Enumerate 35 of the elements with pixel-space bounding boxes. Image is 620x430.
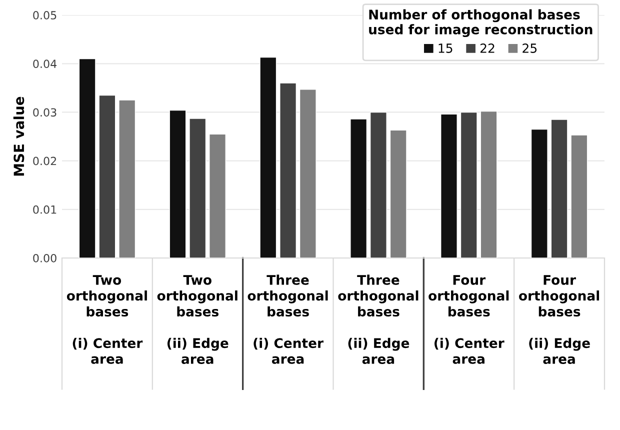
y-tick-label: 0.01 xyxy=(33,205,56,214)
y-tick-label: 0.00 xyxy=(33,254,56,262)
bar xyxy=(118,100,136,258)
bar xyxy=(370,112,387,258)
bar xyxy=(460,112,478,258)
bar xyxy=(299,89,316,258)
bar xyxy=(78,58,96,258)
bar xyxy=(440,114,458,258)
category-label: Two orthogonal bases (ii) Edge area xyxy=(157,275,238,364)
legend-title: Number of orthogonal bases used for image reconstruction xyxy=(369,9,592,38)
category-label: Two orthogonal bases (i) Center area xyxy=(66,275,147,364)
legend-label: 22 xyxy=(480,44,494,53)
y-tick-label: 0.05 xyxy=(33,11,56,20)
legend-label: 25 xyxy=(522,44,537,53)
bar xyxy=(350,118,368,258)
bar xyxy=(189,118,206,258)
bar xyxy=(260,56,277,258)
bar xyxy=(98,94,116,258)
bar xyxy=(550,119,568,258)
y-axis-title: MSE value xyxy=(13,96,24,176)
y-tick-label: 0.04 xyxy=(33,60,57,68)
bar xyxy=(570,134,588,258)
bar xyxy=(169,110,186,258)
category-label: Four orthogonal bases (ii) Edge area xyxy=(519,275,600,364)
bar xyxy=(390,130,407,258)
bar xyxy=(209,134,226,258)
bar xyxy=(280,82,297,258)
y-tick-label: 0.03 xyxy=(33,108,56,117)
category-label: Three orthogonal bases (i) Center area xyxy=(248,274,328,364)
bar xyxy=(480,110,498,258)
bar xyxy=(530,128,548,258)
legend-label: 15 xyxy=(438,44,452,53)
y-tick-label: 0.02 xyxy=(33,156,56,166)
category-label: Three orthogonal bases (ii) Edge area xyxy=(338,274,418,364)
category-label: Four orthogonal bases (i) Center area xyxy=(428,275,509,364)
